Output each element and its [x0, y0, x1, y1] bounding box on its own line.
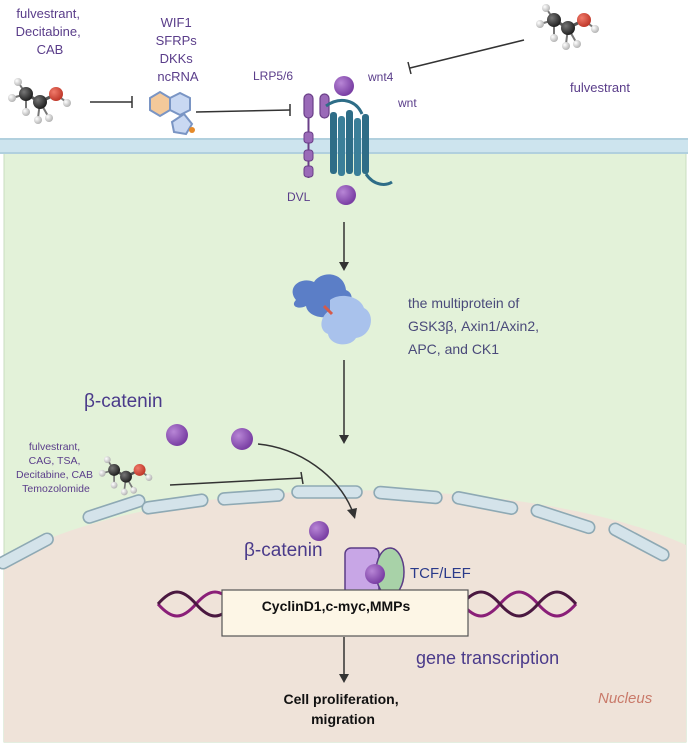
- wnt4-label: wnt4: [367, 70, 394, 84]
- arrow-to-nucleus: [257, 443, 357, 519]
- dvl-label: DVL: [287, 190, 311, 204]
- target-genes: CyclinD1,c-myc,MMPs: [221, 589, 469, 637]
- nuclear-envelope: [0, 485, 670, 570]
- arrow-to-outcome: [339, 637, 349, 683]
- inhibition-line-beta-catenin: [169, 471, 304, 486]
- complex-label: the multiprotein of GSK3β, Axin1/Axin2, …: [408, 295, 543, 357]
- inhibitor-top-left: fulvestrant, Decitabine, CAB: [6, 6, 85, 126]
- beta-catenin-cytoplasm: β-catenin: [84, 391, 253, 450]
- beta-catenin-bead: [309, 521, 329, 541]
- lrp-label: LRP5/6: [253, 69, 293, 83]
- nuclear-beta-catenin-label: β-catenin: [244, 540, 323, 561]
- molecule-icon: [534, 2, 601, 52]
- lrp-coreceptor: [303, 93, 330, 178]
- wnt4-ligand: [334, 76, 354, 96]
- inhibitor-mid-left-label: fulvestrant, CAG, TSA, Decitabine, CAB T…: [16, 441, 96, 495]
- antagonists-label: WIF1 SFRPs DKKs ncRNA: [156, 15, 201, 84]
- target-genes-label: CyclinD1,c-myc,MMPs: [262, 598, 411, 614]
- tcf-label: TCF/LEF: [410, 565, 471, 582]
- dvl-protein: [336, 185, 356, 205]
- antagonist-protein-icon: [149, 90, 195, 136]
- gene-transcription-label: gene transcription: [416, 648, 559, 668]
- molecule-icon: [6, 76, 73, 126]
- arrow-to-complex: [339, 222, 349, 271]
- inhibition-line-antagonists: [90, 96, 133, 108]
- wnt-ligand: wnt4 wnt: [334, 70, 417, 110]
- beta-catenin-bead: [166, 424, 188, 446]
- inhibition-line-receptor: [195, 104, 291, 116]
- outcome-label: Cell proliferation, migration: [283, 691, 402, 727]
- inhibitor-top-right-label: fulvestrant: [570, 80, 630, 95]
- beta-catenin-label: β-catenin: [84, 391, 163, 412]
- inhibitor-top-left-label: fulvestrant, Decitabine, CAB: [16, 6, 85, 57]
- inhibitor-mid-left: fulvestrant, CAG, TSA, Decitabine, CAB T…: [16, 441, 154, 497]
- arrow-complex-down: [339, 360, 349, 444]
- wnt-antagonists: WIF1 SFRPs DKKs ncRNA: [149, 15, 201, 136]
- receptor-complex: LRP5/6 DVL: [253, 69, 393, 205]
- complex-protein-icon: [292, 274, 371, 345]
- inhibition-line-wnt4: [407, 39, 525, 75]
- nucleus-label: Nucleus: [598, 690, 653, 707]
- inhibitor-top-right: fulvestrant: [534, 2, 630, 95]
- beta-catenin-nucleus: β-catenin: [244, 521, 329, 561]
- destruction-complex: the multiprotein of GSK3β, Axin1/Axin2, …: [292, 274, 543, 357]
- beta-catenin-bead: [231, 428, 253, 450]
- wnt-label: wnt: [397, 96, 417, 110]
- frizzled-receptor: [325, 98, 393, 186]
